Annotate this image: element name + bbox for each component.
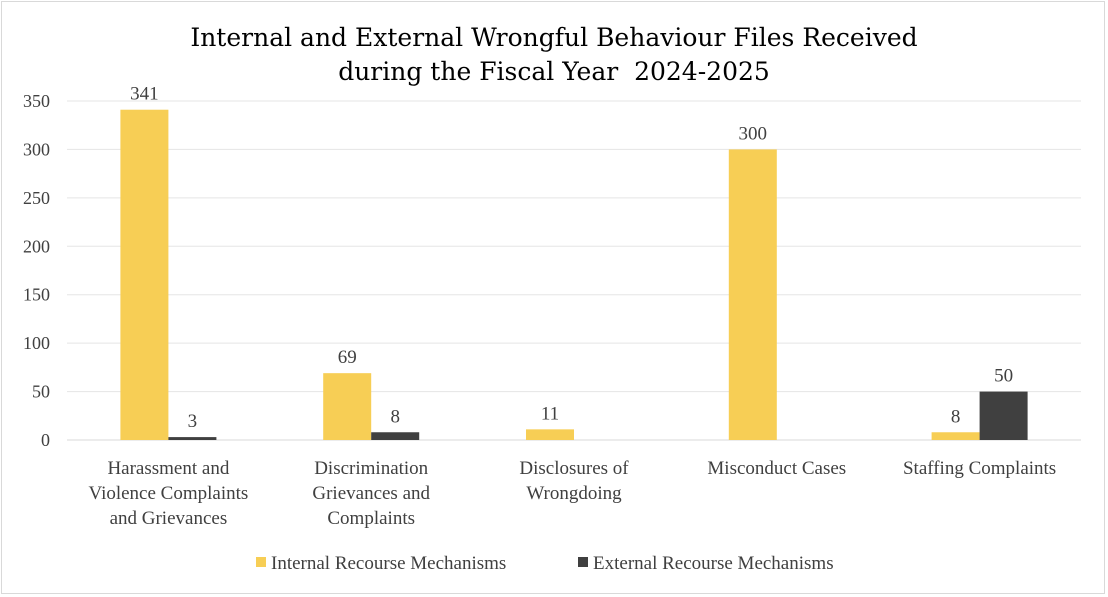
y-tick-label: 350 bbox=[23, 91, 50, 111]
data-label: 8 bbox=[951, 406, 961, 427]
category-label: Grievances and bbox=[312, 483, 430, 504]
category-label: Violence Complaints bbox=[88, 483, 248, 504]
category-label: Staffing Complaints bbox=[903, 458, 1056, 479]
chart-subtitle: during the Fiscal Year 2024-2025 bbox=[338, 57, 770, 86]
legend: Internal Recourse Mechanisms External Rec… bbox=[256, 553, 834, 574]
bar-internal bbox=[931, 432, 980, 440]
legend-label: External Recourse Mechanisms bbox=[593, 553, 834, 574]
category-label: Harassment and bbox=[107, 458, 229, 479]
bar-internal bbox=[120, 109, 169, 441]
bar-internal bbox=[323, 373, 372, 440]
bars bbox=[120, 109, 1028, 441]
category-label: Discrimination bbox=[314, 458, 428, 479]
category-label: and Grievances bbox=[110, 508, 228, 529]
data-label: 3 bbox=[188, 411, 198, 432]
gridlines bbox=[67, 100, 1081, 441]
y-tick-label: 0 bbox=[41, 430, 50, 450]
y-tick-label: 50 bbox=[32, 382, 50, 402]
legend-swatch bbox=[578, 557, 588, 567]
category-label: Complaints bbox=[327, 508, 415, 529]
y-axis-ticks: 0 50 100 150 200 250 300 350 bbox=[23, 91, 50, 450]
category-label: Disclosures of bbox=[519, 458, 629, 479]
y-tick-label: 100 bbox=[23, 333, 50, 353]
legend-swatch bbox=[256, 557, 266, 567]
chart-title: Internal and External Wrongful Behaviour… bbox=[190, 23, 917, 52]
category-label: Misconduct Cases bbox=[707, 458, 846, 479]
data-label: 300 bbox=[739, 123, 768, 144]
bar-external bbox=[371, 432, 420, 440]
data-label: 8 bbox=[390, 406, 400, 427]
y-tick-label: 150 bbox=[23, 285, 50, 305]
data-label: 11 bbox=[541, 403, 559, 424]
y-tick-label: 300 bbox=[23, 139, 50, 159]
bar-external bbox=[168, 437, 217, 440]
bar-internal bbox=[526, 429, 574, 440]
category-labels: Harassment and Violence Complaints and Gri… bbox=[88, 458, 1056, 529]
data-labels: 341 3 69 8 11 300 8 50 bbox=[130, 84, 1013, 432]
bar-internal bbox=[728, 149, 777, 440]
data-label: 69 bbox=[338, 347, 357, 368]
bar-external bbox=[979, 391, 1028, 440]
data-label: 341 bbox=[130, 84, 159, 105]
category-label: Wrongdoing bbox=[526, 483, 622, 504]
y-tick-label: 200 bbox=[23, 236, 50, 256]
legend-label: Internal Recourse Mechanisms bbox=[271, 553, 506, 574]
y-tick-label: 250 bbox=[23, 188, 50, 208]
data-label: 50 bbox=[994, 366, 1013, 387]
